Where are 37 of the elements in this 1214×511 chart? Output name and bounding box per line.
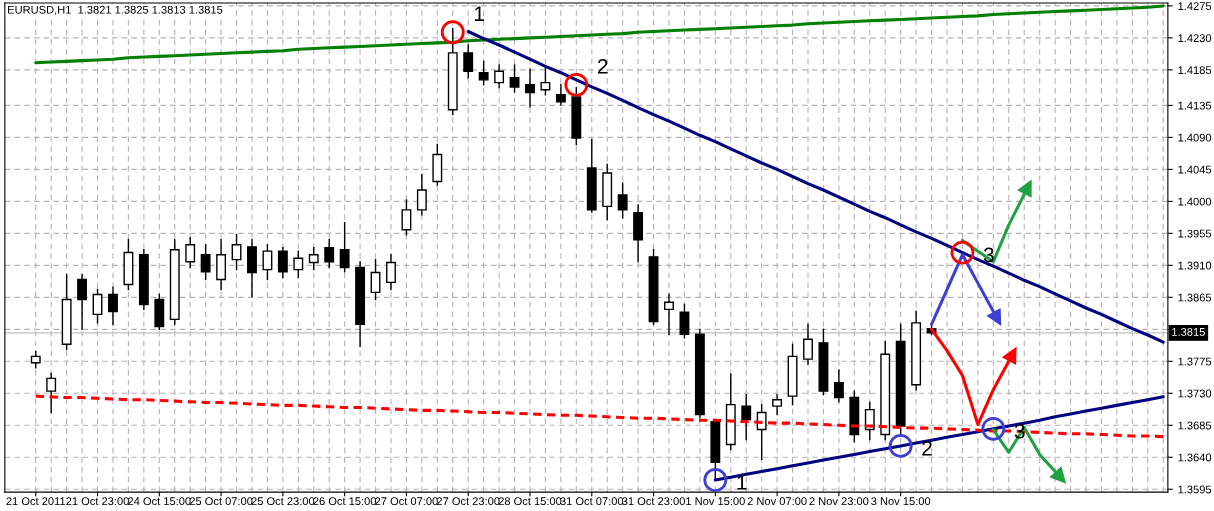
ref-line-label: 1.3815 [1172, 327, 1205, 336]
y-tick-label: 1.3640 [1178, 453, 1212, 462]
y-tick-label: 1.4135 [1178, 101, 1212, 110]
y-tick-label: 1.4000 [1178, 197, 1212, 206]
x-tick-label: 31 Oct 23:00 [622, 497, 685, 506]
y-tick-label: 1.3730 [1178, 389, 1212, 398]
y-tick-label: 1.3595 [1178, 485, 1212, 494]
y-tick-label: 1.4045 [1178, 165, 1212, 174]
x-tick-label: 2 Nov 23:00 [809, 497, 869, 506]
x-tick-label: 3 Nov 15:00 [871, 497, 931, 506]
x-tick-label: 21 Oct 2011 [6, 497, 66, 506]
series-label: 1 [474, 6, 484, 21]
x-tick-label: 26 Oct 15:00 [313, 497, 377, 506]
y-tick-label: 1.4230 [1178, 34, 1212, 43]
y-tick-label: 1.3955 [1178, 229, 1212, 238]
y-tick-label: 1.4275 [1178, 2, 1212, 11]
chart-title: EURUSD,H1 1.3821 1.3825 1.3813 1.3815 [8, 5, 223, 15]
y-tick-label: 1.4090 [1178, 133, 1212, 142]
x-tick-label: 25 Oct 23:00 [251, 497, 315, 506]
x-tick-label: 2 Nov 07:00 [747, 497, 807, 506]
series-label: 1 [737, 475, 747, 490]
x-tick-label: 25 Oct 07:00 [189, 497, 253, 506]
series-label: 3 [1014, 423, 1025, 439]
y-tick-label: 1.3910 [1178, 261, 1212, 270]
x-tick-label: 24 Oct 15:00 [128, 497, 191, 506]
x-tick-label: 21 Oct 23:00 [66, 497, 129, 506]
x-tick-label: 1 Nov 15:00 [686, 497, 745, 506]
y-tick-label: 1.3775 [1178, 357, 1212, 366]
y-tick-label: 1.3865 [1178, 293, 1212, 302]
x-tick-label: 28 Oct 15:00 [498, 497, 562, 506]
x-tick-label: 27 Oct 23:00 [436, 497, 500, 506]
y-tick-label: 1.4185 [1178, 66, 1212, 75]
x-tick-label: 31 Oct 07:00 [560, 497, 624, 506]
series-label: 2 [597, 58, 608, 74]
y-tick-label: 1.3685 [1178, 421, 1212, 430]
series-label: 2 [922, 440, 932, 456]
x-tick-label: 27 Oct 07:00 [375, 497, 438, 506]
